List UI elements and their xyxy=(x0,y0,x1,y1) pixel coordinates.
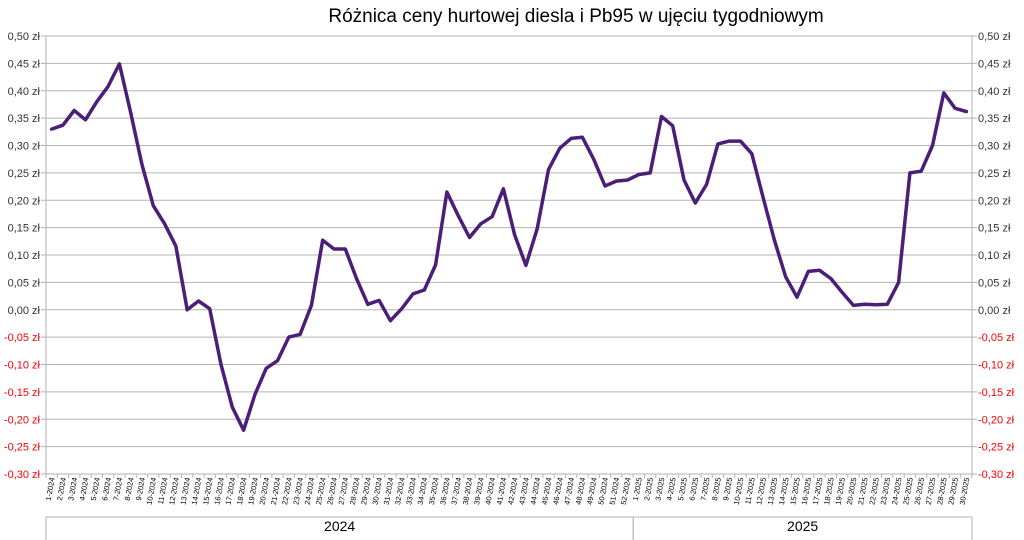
x-tick-label: 3-2024 xyxy=(66,477,79,502)
y-tick-label-left: -0,25 zł xyxy=(4,442,41,454)
y-axis-right: 0,50 zł 0,45 zł 0,40 zł 0,35 zł 0,30 zł 0,25 … xyxy=(972,31,1015,481)
x-tick-label: 5-2025 xyxy=(676,477,689,502)
y-tick-label-right: 0,20 zł xyxy=(978,195,1011,207)
y-tick-label-left: 0,25 zł xyxy=(8,168,41,180)
y-tick-label-left: 0,45 zł xyxy=(8,58,41,70)
x-tick-label: 6-2024 xyxy=(100,477,113,502)
y-tick-label-right: -0,05 zł xyxy=(978,332,1015,344)
x-tick-label: 8-2025 xyxy=(710,477,723,502)
y-tick-label-left: -0,20 zł xyxy=(4,414,41,426)
y-tick-label-right: 0,40 zł xyxy=(978,86,1011,98)
year-axis: 2024 2025 xyxy=(45,516,973,540)
x-tick-label: 2-2024 xyxy=(55,477,68,502)
x-tick-label: 30-2025 xyxy=(958,477,972,506)
y-tick-label-right: 0,10 zł xyxy=(978,250,1011,262)
y-tick-label-left: 0,50 zł xyxy=(8,31,41,43)
x-tick-label: 4-2024 xyxy=(78,477,91,502)
y-tick-label-right: -0,20 zł xyxy=(978,414,1015,426)
y-tick-label-left: 0,05 zł xyxy=(8,277,41,289)
x-tick-label: 52-2024 xyxy=(619,477,633,506)
x-tick-label: 9-2024 xyxy=(134,477,147,502)
y-tick-label-right: 0,50 zł xyxy=(978,31,1011,43)
chart-title: Różnica ceny hurtowej diesla i Pb95 w uj… xyxy=(328,6,823,27)
y-tick-label-right: 0,00 zł xyxy=(978,305,1011,317)
x-tick-label: 8-2024 xyxy=(123,477,136,502)
x-axis: 1-20242-20243-20244-20245-20246-20247-20… xyxy=(44,474,973,506)
x-tick-label: 4-2025 xyxy=(665,477,678,502)
y-tick-label-left: 0,40 zł xyxy=(8,86,41,98)
x-tick-label: 6-2025 xyxy=(687,477,700,502)
x-tick-label: 7-2024 xyxy=(111,477,124,502)
y-tick-label-left: 0,00 zł xyxy=(8,305,41,317)
y-tick-label-right: 0,25 zł xyxy=(978,168,1011,180)
x-tick-label: 3-2025 xyxy=(654,477,667,502)
year-label: 2025 xyxy=(787,518,818,534)
y-tick-label-left: 0,15 zł xyxy=(8,223,41,235)
gridlines xyxy=(46,35,972,475)
y-tick-label-left: -0,05 zł xyxy=(4,332,41,344)
y-tick-label-right: 0,45 zł xyxy=(978,58,1011,70)
y-tick-label-left: 0,10 zł xyxy=(8,250,41,262)
series-group xyxy=(49,62,969,432)
y-tick-label-left: 0,35 zł xyxy=(8,113,41,125)
y-tick-label-right: -0,25 zł xyxy=(978,442,1015,454)
y-tick-label-left: -0,15 zł xyxy=(4,387,41,399)
y-tick-label-right: -0,30 zł xyxy=(978,469,1015,481)
y-tick-label-right: 0,05 zł xyxy=(978,277,1011,289)
x-tick-label: 1-2025 xyxy=(631,477,644,502)
y-tick-label-right: 0,15 zł xyxy=(978,223,1011,235)
x-tick-label: 2-2025 xyxy=(642,477,655,502)
series-line xyxy=(49,62,969,432)
y-tick-label-left: -0,10 zł xyxy=(4,360,41,372)
x-tick-label: 5-2024 xyxy=(89,477,102,502)
year-label: 2024 xyxy=(324,518,355,534)
x-tick-label: 7-2025 xyxy=(699,477,712,502)
x-tick-label: 9-2025 xyxy=(721,477,734,502)
y-tick-label-left: 0,30 zł xyxy=(8,141,41,153)
y-tick-label-right: -0,15 zł xyxy=(978,387,1015,399)
y-tick-label-left: -0,30 zł xyxy=(4,469,41,481)
y-tick-label-right: 0,30 zł xyxy=(978,141,1011,153)
y-tick-label-left: 0,20 zł xyxy=(8,195,41,207)
x-tick-label: 1-2024 xyxy=(44,477,57,502)
y-tick-label-right: 0,35 zł xyxy=(978,113,1011,125)
y-tick-label-right: -0,10 zł xyxy=(978,360,1015,372)
y-axis-left: 0,50 zł 0,45 zł 0,40 zł 0,35 zł 0,30 zł 0,25 … xyxy=(4,31,46,481)
